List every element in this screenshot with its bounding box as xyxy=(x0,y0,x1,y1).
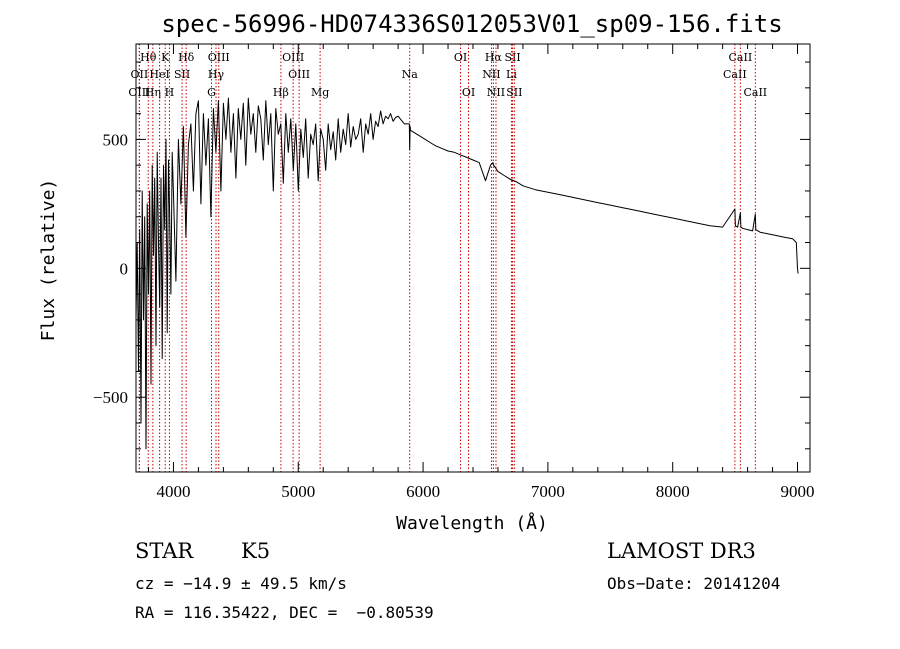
plot-frame xyxy=(135,43,811,473)
y-axis-label: Flux (relative) xyxy=(38,179,59,342)
reference-line-label: CaII xyxy=(729,51,753,64)
x-tick-label: 7000 xyxy=(531,482,565,501)
reference-line-label: Hδ xyxy=(178,51,195,64)
reference-line-label: Hβ xyxy=(273,86,289,99)
reference-line-label: Hθ xyxy=(140,51,157,64)
reference-line-label: OIII xyxy=(208,51,230,64)
reference-line-label: OII xyxy=(131,68,149,81)
spectral-class: K5 xyxy=(241,539,271,563)
x-tick-label: 4000 xyxy=(156,482,190,501)
observation-date: Obs−Date: 20141204 xyxy=(607,574,781,593)
reference-line-label: OIII xyxy=(282,51,304,64)
reference-line-label: Li xyxy=(506,68,517,81)
reference-line-label: OIII xyxy=(288,68,310,81)
x-tick-label: 8000 xyxy=(656,482,690,501)
reference-line-label: CaII xyxy=(723,68,747,81)
reference-line-label: OI xyxy=(462,86,475,99)
reference-line-label: NII xyxy=(487,86,505,99)
redshift-velocity: cz = −14.9 ± 49.5 km/s xyxy=(135,574,347,593)
ra-dec-coordinates: RA = 116.35422, DEC = −0.80539 xyxy=(135,603,434,622)
reference-line-label: Hγ xyxy=(208,68,225,81)
reference-line-label: Mg xyxy=(311,86,329,99)
y-tick-label: 500 xyxy=(103,130,129,149)
x-tick-label: 5000 xyxy=(281,482,315,501)
chart-title: spec-56996-HD074336S012053V01_sp09-156.f… xyxy=(161,10,782,38)
reference-line-label: HeI xyxy=(149,68,169,81)
reference-line-label: SII xyxy=(506,86,522,99)
reference-line-label: K xyxy=(161,51,170,64)
reference-line-label: CaII xyxy=(743,86,767,99)
x-tick-label: 6000 xyxy=(406,482,440,501)
x-axis-label: Wavelength (Å) xyxy=(396,512,548,534)
spectrum-line xyxy=(135,97,799,450)
reference-line-label: OI xyxy=(454,51,467,64)
reference-line-label: SII xyxy=(504,51,520,64)
y-tick-label: 0 xyxy=(120,259,129,278)
reference-line-label: H xyxy=(165,86,175,99)
survey-name: LAMOST DR3 xyxy=(607,539,756,563)
reference-line-label: Hη xyxy=(145,86,161,99)
reference-line-label: NII xyxy=(482,68,500,81)
reference-line-label: Na xyxy=(402,68,419,81)
object-type: STAR xyxy=(135,539,194,563)
reference-line-label: SII xyxy=(174,68,190,81)
reference-line-label: OIII xyxy=(128,86,150,99)
reference-line-label: Hα xyxy=(485,51,503,64)
y-tick-label: −500 xyxy=(93,388,128,407)
reference-line-label: G xyxy=(207,86,216,99)
x-tick-label: 9000 xyxy=(781,482,815,501)
